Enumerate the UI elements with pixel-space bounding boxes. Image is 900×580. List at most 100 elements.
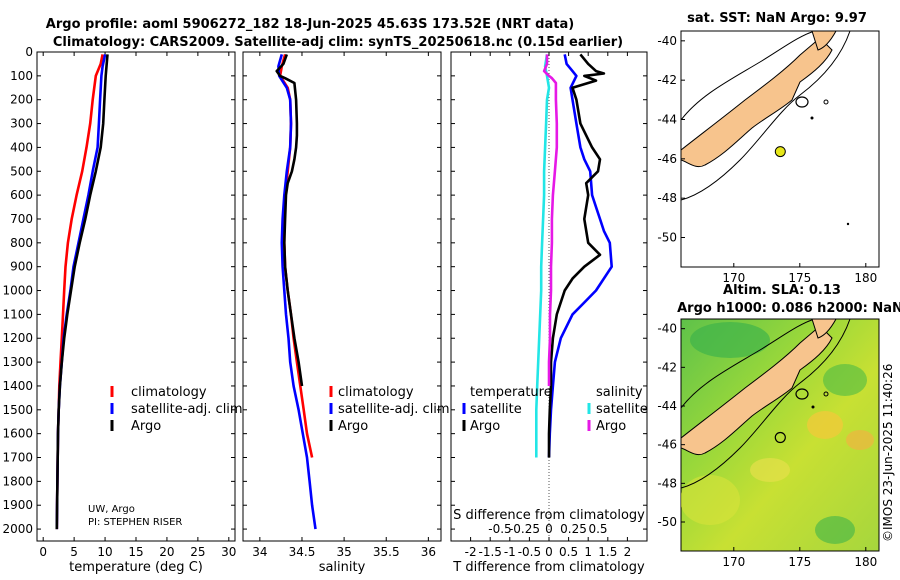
y-tick-label: 700: [10, 212, 33, 226]
x-tick-label: -0.5: [518, 545, 541, 559]
sla-high-patch: [807, 411, 843, 439]
x-tick-label: 20: [159, 545, 174, 559]
s-difference-xlabel: S difference from climatology: [453, 508, 645, 523]
argo-float-marker: [774, 431, 786, 444]
islet-point: [846, 222, 850, 226]
legend-s-satellite-label: satellite: [596, 402, 648, 417]
map-x-tick-label: 175: [788, 271, 811, 285]
x-tick-label: 35.5: [373, 545, 400, 559]
legend-salinity-title: salinity: [596, 385, 643, 400]
y-tick-label: 600: [10, 188, 33, 202]
legend-satellite-label: satellite-adj. clim.: [338, 402, 454, 417]
islet-contour: [823, 99, 829, 105]
sla-shelf-contour: [681, 319, 851, 489]
x2-tick-label: 0: [545, 522, 553, 536]
x-tick-label: 5: [70, 545, 78, 559]
x2-tick-label: -0.25: [509, 522, 540, 536]
x-tick-label: -1.5: [478, 545, 501, 559]
t-difference-xlabel: T difference from climatology: [452, 560, 645, 575]
x-tick-label: 0: [39, 545, 47, 559]
series-line-satellite-adj-clim-: [277, 54, 317, 530]
sst-map-title: sat. SST: NaN Argo: 9.97: [687, 11, 867, 26]
x-tick-label: 35: [336, 545, 351, 559]
north-island-land: [811, 319, 837, 339]
map-y-tick-label: -44: [657, 399, 677, 413]
x-tick-label: 15: [128, 545, 143, 559]
sla-low-patch: [815, 516, 855, 544]
x-tick-label: 34: [252, 545, 267, 559]
salinity-axes-frame: [242, 51, 442, 542]
y-tick-label: 1700: [2, 451, 33, 465]
y-tick-label: 0: [25, 45, 33, 59]
temperature-legend: climatology satellite-adj. clim. Argo: [110, 385, 247, 434]
map-y-tick-label: -40: [657, 322, 677, 336]
map-y-tick-label: -40: [657, 34, 677, 48]
y-tick-label: 1900: [2, 498, 33, 512]
y-tick-label: 100: [10, 69, 33, 83]
chatham-contour: [795, 96, 809, 108]
y-tick-label: 1400: [2, 379, 33, 393]
map-x-tick-label: 175: [788, 555, 811, 569]
y-tick-label: 1100: [2, 307, 33, 321]
sla-map-title: Altim. SLA: 0.13: [723, 283, 841, 298]
legend-s-argo-label: Argo: [596, 419, 626, 434]
series-line-argo: [275, 53, 304, 387]
sla-mid-patch: [681, 475, 740, 525]
x2-tick-label: 0.25: [560, 522, 587, 536]
x-tick-label: -1: [504, 545, 516, 559]
y-tick-label: 200: [10, 93, 33, 107]
map-y-tick-label: -42: [657, 73, 677, 87]
y-tick-label: 300: [10, 117, 33, 131]
header-line2: Climatology: CARS2009. Satellite-adj cli…: [53, 35, 623, 50]
sla-low-patch: [823, 364, 867, 396]
sst-shelf-contour: [681, 31, 851, 201]
temperature-axes-frame: [36, 51, 236, 542]
map-y-tick-label: -46: [657, 152, 677, 166]
y-tick-label: 1300: [2, 355, 33, 369]
y-tick-label: 1200: [2, 331, 33, 345]
x-tick-label: 36: [421, 545, 436, 559]
imos-stamp: ©IMOS 23-Jun-2025 11:40:26: [881, 364, 895, 542]
y-tick-label: 900: [10, 260, 33, 274]
x-tick-label: 25: [190, 545, 205, 559]
sla-map-panel: Altim. SLA: 0.13 Argo h1000: 0.086 h2000…: [657, 283, 900, 569]
x-tick-label: 0.5: [559, 545, 578, 559]
sla-mid-patch: [750, 458, 790, 482]
map-x-tick-label: 170: [722, 271, 745, 285]
north-island-land: [811, 31, 837, 51]
y-tick-label: 1600: [2, 427, 33, 441]
map-y-tick-label: -44: [657, 113, 677, 127]
y-tick-label: 500: [10, 164, 33, 178]
y-tick-label: 1000: [2, 284, 33, 298]
x-tick-label: -2: [465, 545, 477, 559]
legend-argo-label: Argo: [131, 419, 161, 434]
x-tick-label: 10: [97, 545, 112, 559]
sla-low-patch: [690, 322, 770, 358]
sst-map-panel: sat. SST: NaN Argo: 9.97 170 175 180 -40 -42…: [657, 11, 880, 285]
chatham-contour: [795, 388, 809, 400]
credit-institution: UW, Argo: [88, 504, 135, 515]
salinity-legend: climatology satellite-adj. clim. Argo: [329, 385, 454, 434]
salinity-panel: 34 34.5 35 35.5 36 salinity climatology sate…: [242, 51, 454, 575]
y-tick-label: 2000: [2, 522, 33, 536]
legend-climatology-label: climatology: [131, 385, 207, 400]
y-tick-label: 1800: [2, 474, 33, 488]
x-tick-label: 30: [221, 545, 236, 559]
legend-t-argo-label: Argo: [470, 419, 500, 434]
series-line-argo: [55, 54, 109, 530]
map-y-tick-label: -42: [657, 360, 677, 374]
salinity-xlabel: salinity: [319, 560, 366, 575]
difference-panel: -2 -1.5 -1 -0.5 0 0.5 1 1.5 2 -0.5-0.25 0 0.25 0.5 …: [450, 51, 648, 575]
sla-high-patch: [846, 430, 874, 450]
y-tick-label: 800: [10, 236, 33, 250]
legend-climatology-label: climatology: [338, 385, 414, 400]
map-y-tick-label: -46: [657, 438, 677, 452]
x-tick-label: 1: [584, 545, 592, 559]
sla-map-subtitle: Argo h1000: 0.086 h2000: NaN: [677, 301, 900, 316]
temperature-panel: 0100200300400500600700800900100011001200…: [2, 45, 246, 575]
islet-point: [810, 116, 814, 120]
south-island-land: [681, 325, 833, 456]
series-line-temperature-satellite: [547, 54, 614, 458]
x-tick-label: 0: [545, 545, 553, 559]
map-x-tick-label: 180: [854, 555, 877, 569]
